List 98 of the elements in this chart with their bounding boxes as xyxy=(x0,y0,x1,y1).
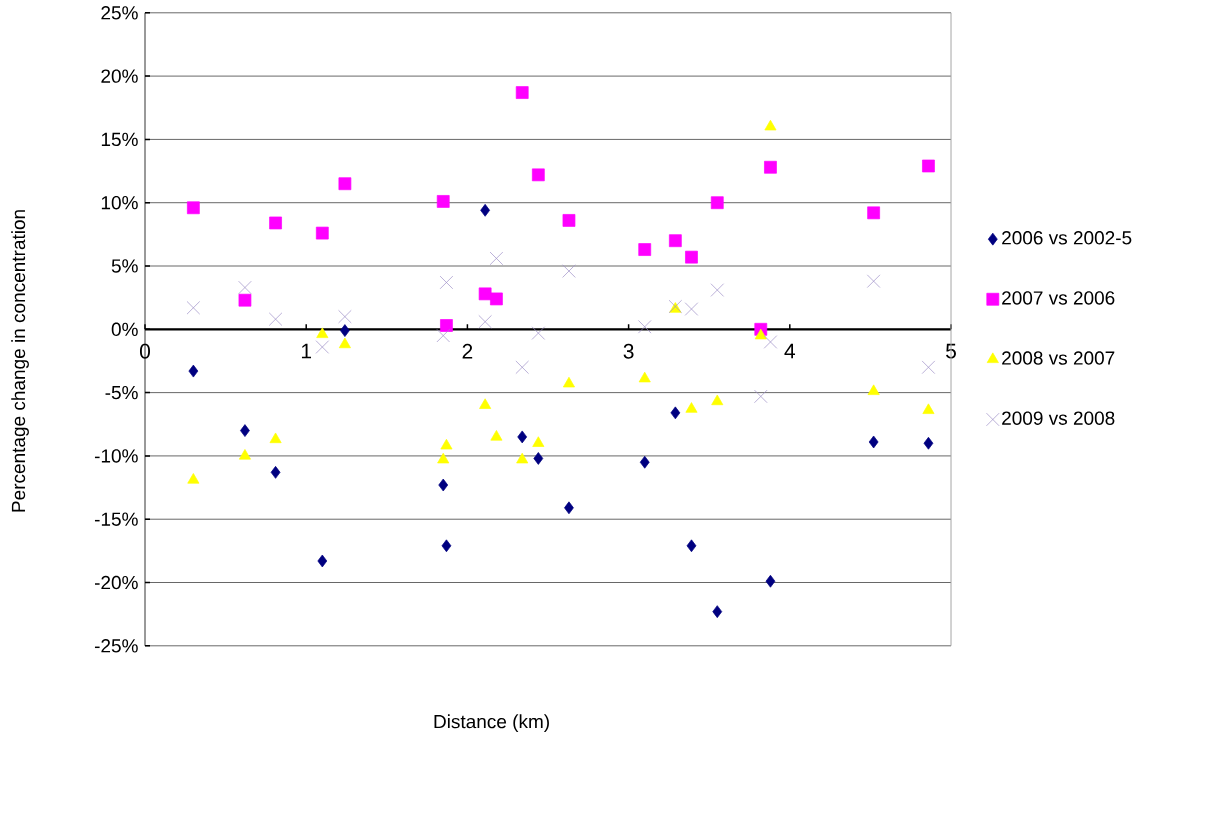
point xyxy=(923,436,934,450)
y-tick-label: 0% xyxy=(111,322,138,337)
point xyxy=(531,326,546,340)
point xyxy=(515,360,529,374)
point xyxy=(186,301,201,315)
point xyxy=(710,196,724,210)
point xyxy=(315,226,329,240)
point xyxy=(638,243,652,256)
point xyxy=(270,466,281,479)
point xyxy=(240,424,250,437)
point xyxy=(269,432,282,444)
point xyxy=(639,455,650,469)
y-tick-label: 25% xyxy=(101,6,138,20)
point xyxy=(315,340,330,354)
point xyxy=(515,86,529,99)
point xyxy=(533,452,544,465)
point xyxy=(921,360,936,374)
point xyxy=(441,539,452,553)
y-tick-label: 20% xyxy=(101,69,138,83)
point xyxy=(866,274,881,288)
point xyxy=(438,478,449,492)
point xyxy=(686,539,697,553)
point xyxy=(436,195,450,208)
point xyxy=(531,168,545,182)
legend-label: 2008 vs 2007 xyxy=(1002,351,1115,365)
point xyxy=(478,287,492,301)
point xyxy=(338,337,351,349)
point xyxy=(516,452,529,464)
x-tick-label: 5 xyxy=(946,343,956,359)
y-tick-label: -10% xyxy=(94,449,138,463)
point xyxy=(922,159,935,173)
point xyxy=(562,376,575,388)
legend-label: 2006 vs 2002-5 xyxy=(1002,231,1132,245)
point xyxy=(188,364,199,378)
point xyxy=(436,328,450,343)
point xyxy=(440,438,453,450)
point xyxy=(478,315,492,329)
y-tick-label: 10% xyxy=(101,195,138,210)
point xyxy=(480,203,490,217)
point xyxy=(437,452,450,464)
y-tick-label: -25% xyxy=(94,639,138,653)
x-tick-label: 4 xyxy=(784,343,796,359)
point xyxy=(489,251,504,266)
y-tick-label: 5% xyxy=(111,259,138,273)
point xyxy=(562,264,576,278)
point xyxy=(922,403,935,414)
y-tick-label: 15% xyxy=(101,132,138,147)
point xyxy=(764,119,777,131)
y-axis-title: Percentage change in concentration xyxy=(11,210,29,512)
point xyxy=(269,216,282,230)
point xyxy=(867,206,880,220)
point xyxy=(479,398,492,409)
point xyxy=(685,402,698,413)
point xyxy=(338,177,352,191)
point xyxy=(712,605,723,618)
point xyxy=(317,554,328,568)
point xyxy=(490,292,503,306)
point xyxy=(187,201,200,215)
point xyxy=(638,371,651,383)
point xyxy=(638,320,652,334)
point xyxy=(763,335,778,349)
point xyxy=(440,319,453,332)
point xyxy=(685,250,698,264)
legend-label: 2007 vs 2006 xyxy=(1002,291,1115,305)
point xyxy=(238,280,252,295)
point xyxy=(684,302,699,316)
x-tick-label: 3 xyxy=(623,343,634,359)
point xyxy=(490,430,503,441)
point xyxy=(517,430,528,444)
point xyxy=(710,283,724,297)
y-tick-label: -20% xyxy=(94,575,138,590)
point xyxy=(754,389,768,404)
point xyxy=(867,384,880,395)
point xyxy=(754,328,767,340)
legend-label: 2009 vs 2008 xyxy=(1002,411,1115,425)
point xyxy=(868,435,879,449)
point xyxy=(340,324,350,337)
point xyxy=(669,234,682,248)
point xyxy=(711,394,724,406)
y-tick-label: -15% xyxy=(94,512,138,526)
point xyxy=(338,309,352,324)
x-tick-label: 1 xyxy=(301,343,312,359)
point xyxy=(670,406,681,420)
point xyxy=(268,312,283,326)
point xyxy=(562,214,576,227)
point xyxy=(532,436,545,447)
point xyxy=(238,449,251,460)
point xyxy=(439,275,454,290)
x-axis-title: Distance (km) xyxy=(434,714,549,733)
x-tick-label: 2 xyxy=(462,343,473,359)
point xyxy=(564,501,574,515)
point xyxy=(764,160,777,174)
point xyxy=(187,473,200,484)
point xyxy=(316,327,329,338)
point xyxy=(765,574,776,588)
x-tick-label: 0 xyxy=(139,343,151,359)
y-tick-label: -5% xyxy=(105,385,138,400)
point xyxy=(238,293,252,307)
